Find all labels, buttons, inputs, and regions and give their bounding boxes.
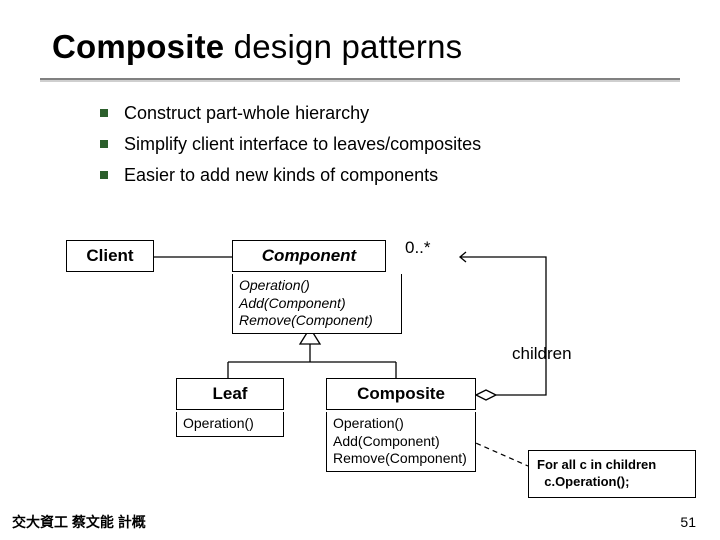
class-component-label: Component <box>262 246 356 265</box>
class-client-label: Client <box>86 246 133 265</box>
class-leaf-ops: Operation() <box>176 412 284 437</box>
uml-diagram: Client Component Operation() Add(Compone… <box>0 0 720 540</box>
note-line: c.Operation(); <box>537 474 687 491</box>
op: Remove(Component) <box>333 450 469 468</box>
note-line: For all c in children <box>537 457 687 474</box>
class-client: Client <box>66 240 154 272</box>
op: Operation() <box>333 415 469 433</box>
class-composite: Composite <box>326 378 476 410</box>
children-label: children <box>512 344 572 364</box>
class-leaf: Leaf <box>176 378 284 410</box>
op: Add(Component) <box>239 295 395 313</box>
op: Add(Component) <box>333 433 469 451</box>
footer-left: 交大資工 蔡文能 計概 <box>12 512 146 532</box>
class-composite-ops: Operation() Add(Component) Remove(Compon… <box>326 412 476 472</box>
op: Operation() <box>183 415 277 433</box>
class-component: Component <box>232 240 386 272</box>
slide: Composite design patterns Construct part… <box>0 0 720 540</box>
class-leaf-label: Leaf <box>213 384 248 403</box>
page-number: 51 <box>680 514 696 530</box>
class-composite-label: Composite <box>357 384 445 403</box>
multiplicity-label: 0..* <box>405 238 431 258</box>
op: Remove(Component) <box>239 312 395 330</box>
note: For all c in children c.Operation(); <box>528 450 696 498</box>
class-component-ops: Operation() Add(Component) Remove(Compon… <box>232 274 402 334</box>
op: Operation() <box>239 277 395 295</box>
